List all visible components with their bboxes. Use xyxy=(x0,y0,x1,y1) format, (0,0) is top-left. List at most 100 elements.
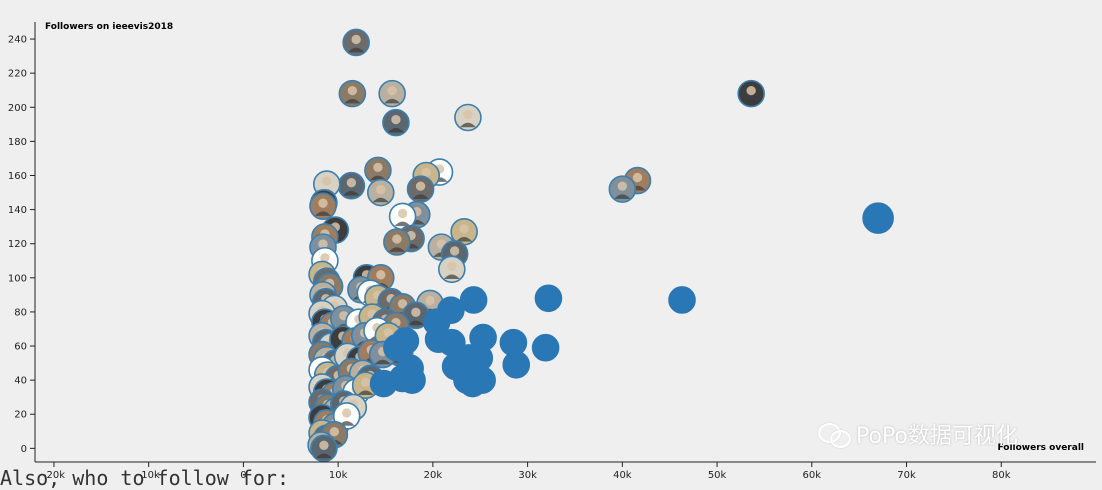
avatar-face xyxy=(347,85,358,96)
avatar-face xyxy=(392,234,402,244)
watermark-text: PoPo数据可视化 xyxy=(856,424,1018,449)
y-tick-label: 80 xyxy=(14,307,27,318)
caption-text: Also, who to follow for: xyxy=(0,466,289,490)
x-tick-label: 60k xyxy=(803,470,822,481)
avatar-shoulders xyxy=(348,47,365,53)
avatar-shoulders xyxy=(372,197,389,203)
avatar-shoulders xyxy=(343,190,360,196)
avatar-face xyxy=(387,85,397,96)
avatar-face xyxy=(319,440,329,451)
x-tick-label: 10k xyxy=(329,470,348,481)
avatar-point xyxy=(608,175,637,203)
avatar-face xyxy=(391,114,401,125)
avatar-face xyxy=(397,208,408,219)
wechat-icon xyxy=(818,421,851,448)
avatar-shoulders xyxy=(357,390,374,396)
avatar-face xyxy=(351,34,361,45)
avatar-point xyxy=(378,79,406,108)
y-tick-label: 200 xyxy=(8,103,27,114)
y-tick-label: 20 xyxy=(14,410,27,421)
y-tick-label: 60 xyxy=(14,342,27,353)
avatar-point xyxy=(338,79,367,108)
avatar-shoulders xyxy=(407,320,424,326)
avatar-shoulders xyxy=(314,211,332,216)
y-tick-label: 100 xyxy=(8,273,27,284)
avatar-point xyxy=(388,202,417,231)
avatar-shoulders xyxy=(388,247,405,252)
x-tick-label: 40k xyxy=(613,470,632,481)
avatar-face xyxy=(617,181,628,191)
x-axis-title: Followers overall xyxy=(997,443,1084,453)
avatar-face xyxy=(463,109,473,120)
y-tick-label: 40 xyxy=(14,376,27,387)
avatar-point xyxy=(342,28,370,57)
avatar-face xyxy=(360,377,371,387)
x-tick-label: 80k xyxy=(992,470,1011,481)
avatar-shoulders xyxy=(387,127,404,133)
y-tick-label: 160 xyxy=(8,171,27,182)
avatar-shoulders xyxy=(344,98,361,104)
y-tick-label: 220 xyxy=(8,69,27,80)
avatar-point xyxy=(454,103,482,132)
y-tick-label: 0 xyxy=(21,444,27,455)
avatar-face xyxy=(383,328,394,338)
data-point xyxy=(534,284,563,313)
data-point xyxy=(459,286,488,314)
watermark: PoPo数据可视化 xyxy=(818,418,1018,450)
avatar-face xyxy=(449,246,460,256)
avatar-face xyxy=(320,253,330,263)
avatar-point xyxy=(310,434,338,463)
y-tick-label: 180 xyxy=(8,137,27,148)
avatar-shoulders xyxy=(614,194,631,199)
avatar-point xyxy=(383,228,411,256)
y-tick-label: 240 xyxy=(8,35,27,46)
avatar-point xyxy=(438,255,466,284)
avatar-point xyxy=(402,301,430,330)
data-point xyxy=(502,350,531,379)
avatar-shoulders xyxy=(743,98,760,104)
avatar-shoulders xyxy=(459,122,476,128)
data-point xyxy=(862,202,894,234)
y-axis-title: Followers on ieeevis2018 xyxy=(45,22,173,32)
avatar-face xyxy=(459,224,469,234)
x-tick-label: -20k xyxy=(43,470,65,481)
avatar-shoulders xyxy=(384,98,401,104)
avatar-face xyxy=(346,178,357,188)
avatar-face xyxy=(425,295,435,306)
avatar-shoulders xyxy=(394,221,411,227)
avatar-face xyxy=(373,162,383,173)
avatar-face xyxy=(411,307,421,318)
x-tick-label: 0 xyxy=(240,470,246,481)
avatar-face xyxy=(329,427,340,437)
avatar-shoulders xyxy=(443,274,460,280)
y-tick-label: 120 xyxy=(8,239,27,250)
avatar-face xyxy=(318,239,328,249)
avatar-point xyxy=(737,79,765,108)
avatar-point xyxy=(450,217,478,246)
avatar-face xyxy=(322,176,332,186)
avatar-point xyxy=(337,171,366,200)
y-tick-label: 140 xyxy=(8,205,27,216)
avatar-face xyxy=(397,299,408,309)
avatar-face xyxy=(421,167,431,178)
x-tick-label: 30k xyxy=(518,470,537,481)
avatar-point xyxy=(382,108,410,137)
data-point xyxy=(458,369,487,398)
data-point xyxy=(531,333,560,362)
avatar-point xyxy=(309,192,337,220)
avatar-face xyxy=(376,270,386,280)
avatar-face xyxy=(746,85,756,96)
avatar-point xyxy=(406,175,435,203)
avatar-shoulders xyxy=(456,236,473,242)
data-point xyxy=(383,333,411,362)
avatar-face xyxy=(632,172,643,183)
x-tick-label: 20k xyxy=(424,470,443,481)
avatar-shoulders xyxy=(315,453,332,459)
avatar-face xyxy=(447,261,457,271)
data-point xyxy=(398,366,426,394)
x-tick-label: 50k xyxy=(708,470,727,481)
avatar-point xyxy=(364,156,392,185)
data-point xyxy=(668,286,696,314)
avatar-shoulders xyxy=(374,359,391,365)
